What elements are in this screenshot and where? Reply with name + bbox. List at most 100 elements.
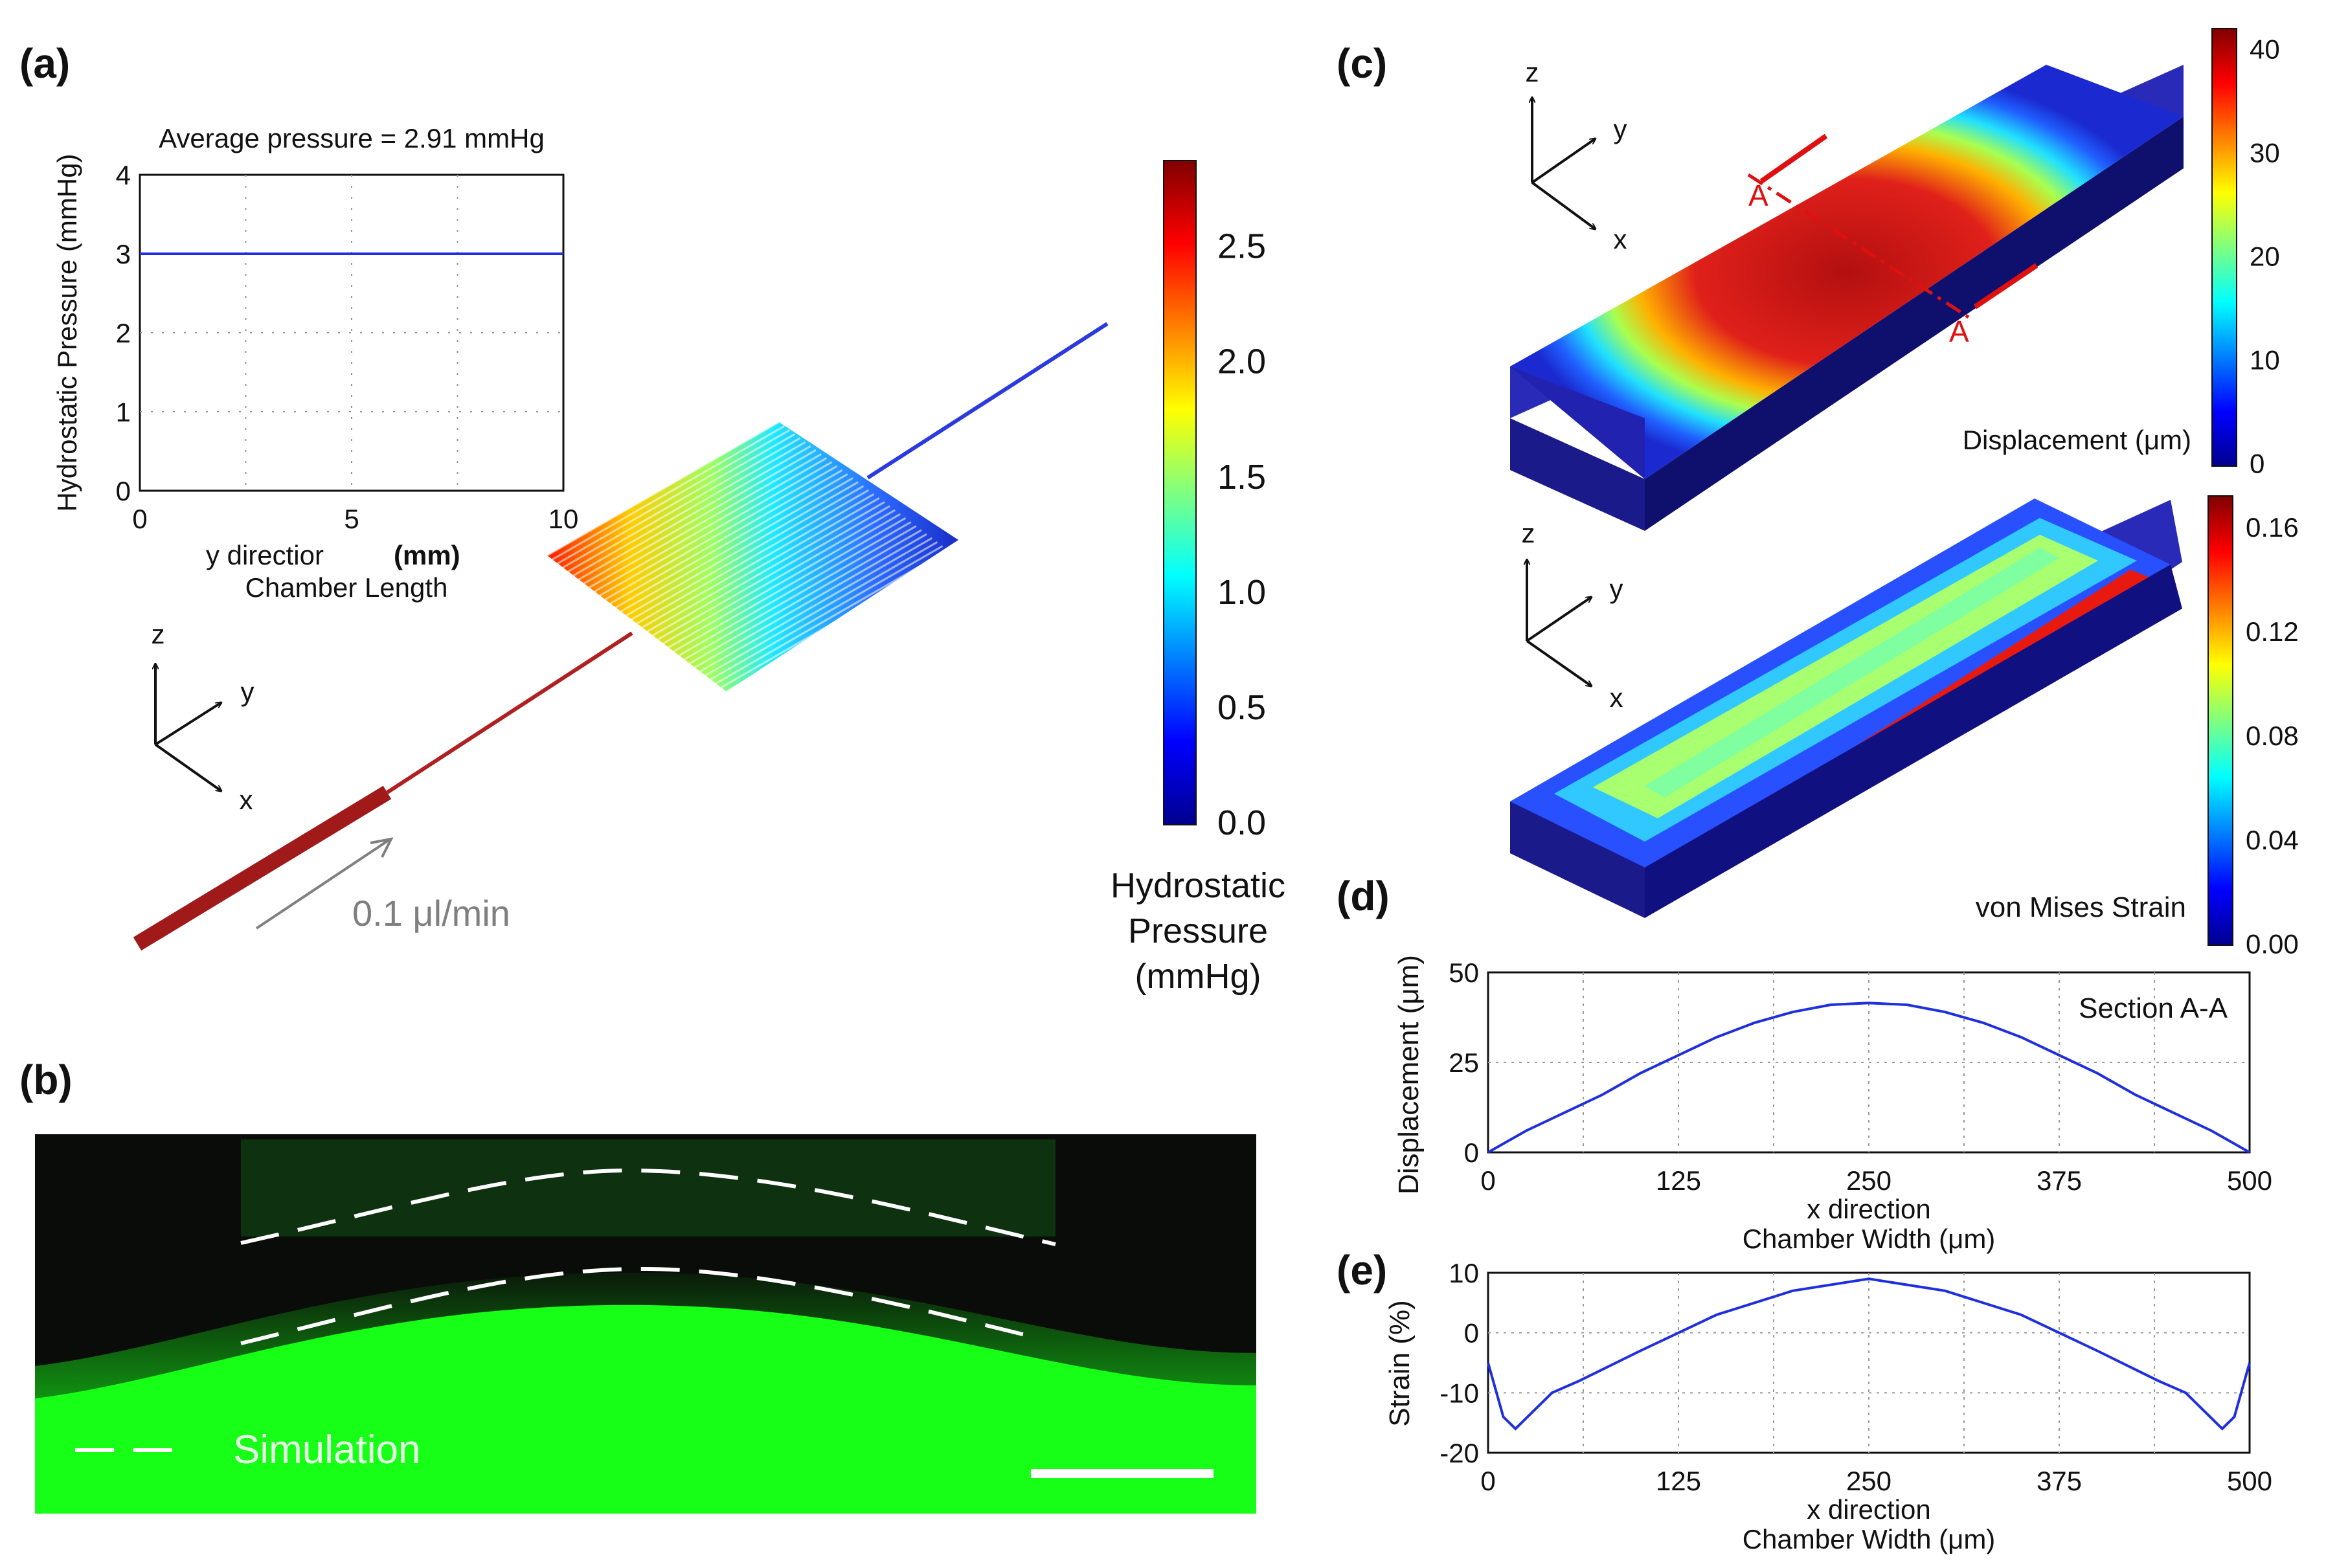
colorbar-tick-label: 0 bbox=[2250, 449, 2264, 479]
section-arrow-bottom bbox=[1973, 263, 2038, 309]
axis-y-label-c1: y bbox=[1614, 114, 1627, 144]
pressure-colorbar bbox=[1163, 160, 1197, 825]
chamber-strip-line bbox=[699, 537, 933, 673]
flow-arrow-head bbox=[370, 837, 394, 858]
strain-x-label-2: Chamber Width (μm) bbox=[1743, 1524, 1996, 1554]
chamber-strip-line bbox=[694, 533, 927, 669]
y-tick-label: 4 bbox=[116, 160, 131, 190]
axis-z-label-c1: z bbox=[1526, 57, 1539, 87]
chamber-strip-line bbox=[636, 489, 870, 625]
axis-triad-a bbox=[155, 664, 221, 791]
colorbar-tick-label: 40 bbox=[2250, 34, 2280, 65]
axis-triad-c-top bbox=[1532, 97, 1596, 229]
colorbar-tick-label: 0.08 bbox=[2246, 721, 2299, 751]
inset-pressure-plot: 0 5 10 0 1 2 3 4 Average pressure = 2.91 mmHg H… bbox=[52, 123, 578, 603]
chamber-strip-line bbox=[547, 421, 780, 557]
axis-x-label-c1: x bbox=[1614, 224, 1627, 254]
displacement-x-label: x direction bbox=[1807, 1194, 1930, 1224]
strain-plot: 0 125 250 375 500 -20 -10 0 10 Strain (%) x dire… bbox=[1384, 1258, 2272, 1554]
colorbar-tick-label: 0.00 bbox=[2246, 929, 2299, 959]
y-tick-label: -20 bbox=[1440, 1438, 1479, 1468]
section-label-a-top: A bbox=[1748, 179, 1768, 212]
y-tick-label: 0 bbox=[1464, 1318, 1479, 1349]
chamber-strip-line bbox=[620, 477, 853, 612]
slab-edge bbox=[1510, 366, 1645, 479]
panel-label-e: (e) bbox=[1337, 1247, 1387, 1294]
colorbar-tick-label: 0.5 bbox=[1217, 688, 1266, 727]
axis-x-label-c2: x bbox=[1610, 682, 1623, 713]
axis-triad-c-bottom bbox=[1527, 559, 1592, 686]
chamber-strip-line bbox=[552, 425, 785, 561]
inset-grid bbox=[140, 175, 563, 491]
x-tick-label: 375 bbox=[2037, 1165, 2082, 1196]
displacement-curve bbox=[1487, 1002, 2250, 1154]
colorbar-title-line-2: Pressure bbox=[1128, 912, 1268, 950]
inset-title: Average pressure = 2.91 mmHg bbox=[159, 123, 545, 153]
section-line-aa bbox=[1747, 173, 1970, 319]
chamber-strip-line bbox=[567, 437, 801, 573]
x-tick-label: 0 bbox=[1480, 1466, 1495, 1496]
x-tick-label: 0 bbox=[132, 504, 147, 534]
slab-top-surface bbox=[1510, 65, 2184, 479]
x-tick-label: 250 bbox=[1846, 1466, 1891, 1496]
inset-y-label: Hydrostatic Pressure (mmHg) bbox=[52, 153, 82, 511]
flow-rate-label: 0.1 μl/min bbox=[352, 893, 510, 934]
chamber-strip-line bbox=[578, 445, 811, 581]
y-tick-label: 10 bbox=[1449, 1258, 1479, 1288]
chamber-strip-line bbox=[589, 453, 822, 588]
y-tick-label: -10 bbox=[1440, 1378, 1479, 1408]
chamber-strip-line bbox=[583, 449, 817, 585]
chamber-strip-line bbox=[615, 473, 848, 609]
chamber-strip-line bbox=[662, 509, 896, 645]
strain-slab-left bbox=[1510, 801, 1645, 918]
chamber-strip-line bbox=[678, 521, 912, 656]
fluorescence-image: Simulation bbox=[35, 1134, 1256, 1514]
x-tick-label: 0 bbox=[1480, 1165, 1495, 1196]
chamber-strip-line bbox=[599, 461, 833, 597]
axis-y-label-c2: y bbox=[1610, 574, 1623, 604]
simulation-curve-bottom bbox=[240, 1266, 1037, 1345]
colorbar-tick-label: 1.5 bbox=[1217, 458, 1266, 497]
colorbar-tick-label: 0.16 bbox=[2246, 512, 2299, 543]
chamber-strip-line bbox=[647, 497, 880, 633]
strain-label: von Mises Strain bbox=[1976, 891, 2186, 923]
membrane-region bbox=[241, 1139, 1056, 1237]
y-tick-label: 50 bbox=[1449, 958, 1479, 988]
chamber-strip-line bbox=[641, 493, 875, 629]
axis-x-label-a: x bbox=[240, 785, 253, 815]
chamber-strip-line bbox=[562, 433, 796, 568]
inset-plot-frame bbox=[139, 174, 565, 492]
x-tick-label: 500 bbox=[2227, 1466, 2272, 1496]
colorbar-tick-label: 0.04 bbox=[2246, 825, 2299, 855]
colorbar-tick-label: 2.5 bbox=[1217, 227, 1266, 266]
y-tick-label: 3 bbox=[116, 239, 131, 269]
panel-label-d: (d) bbox=[1337, 873, 1390, 919]
y-tick-label: 1 bbox=[116, 397, 131, 427]
y-tick-label: 0 bbox=[116, 476, 131, 506]
y-tick-label: 25 bbox=[1449, 1047, 1479, 1078]
inset-x-label-unit: (mm) bbox=[394, 540, 460, 570]
chamber-strip-line bbox=[652, 501, 885, 636]
displacement-x-label-2: Chamber Width (μm) bbox=[1743, 1224, 1996, 1254]
x-tick-label: 125 bbox=[1656, 1466, 1701, 1496]
chamber-strip-line bbox=[557, 429, 791, 565]
displacement-colorbar bbox=[2211, 28, 2237, 467]
strain-x-label: x direction bbox=[1807, 1494, 1930, 1525]
slab-side-bottom bbox=[1645, 117, 2184, 531]
chamber-strip-line bbox=[673, 517, 907, 653]
outlet-channel bbox=[866, 322, 1109, 480]
colorbar-tick-label: 0.0 bbox=[1217, 803, 1266, 842]
flow-arrow bbox=[255, 839, 390, 930]
x-tick-label: 250 bbox=[1846, 1165, 1891, 1196]
chamber-strip-line bbox=[715, 549, 949, 684]
pressure-colorbar-ticks: 0.0 0.5 1.0 1.5 2.0 2.5 bbox=[1217, 227, 1266, 842]
strain-colorbar bbox=[2207, 495, 2233, 946]
colorbar-tick-label: 1.0 bbox=[1217, 573, 1266, 612]
chamber-strip-line bbox=[710, 545, 943, 680]
chamber-strip-line bbox=[657, 505, 890, 641]
x-tick-label: 500 bbox=[2227, 1165, 2272, 1196]
panel-label-a: (a) bbox=[19, 40, 70, 87]
x-tick-label: 10 bbox=[548, 504, 579, 534]
displacement-label: Displacement (μm) bbox=[1963, 425, 2191, 455]
inlet-channel bbox=[386, 631, 633, 794]
